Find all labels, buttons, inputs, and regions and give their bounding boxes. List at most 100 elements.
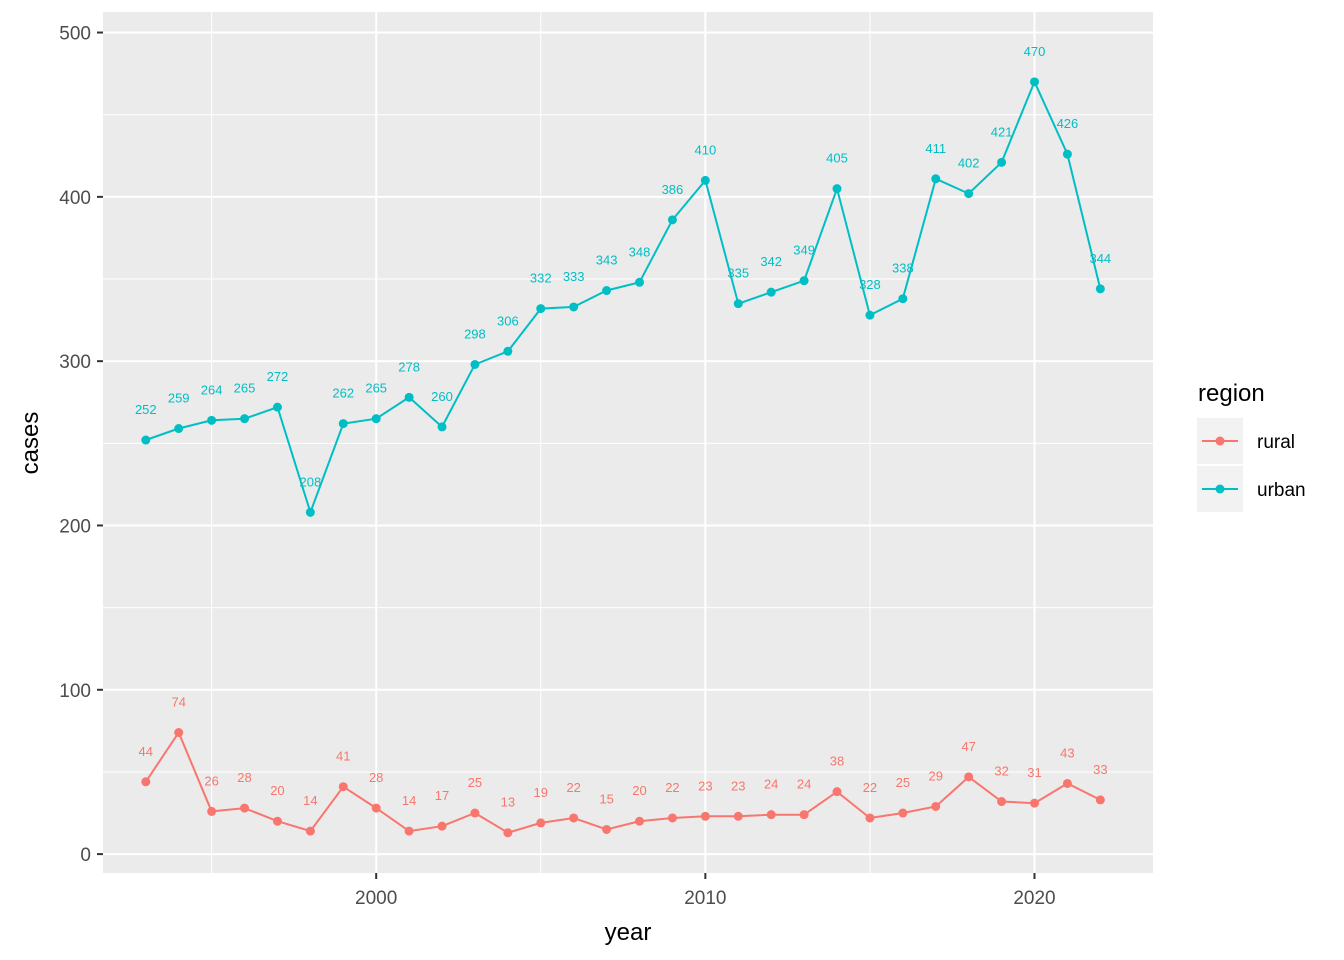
data-point-urban [1030, 77, 1040, 87]
data-label-urban: 470 [1024, 44, 1046, 59]
x-axis-title: year [605, 919, 652, 946]
data-point-urban [503, 346, 513, 356]
data-point-urban [371, 414, 381, 424]
data-point-urban [272, 402, 282, 412]
data-point-rural [569, 813, 579, 823]
data-label-rural: 20 [632, 783, 646, 798]
data-label-rural: 25 [468, 775, 482, 790]
data-label-rural: 28 [369, 770, 383, 785]
data-label-rural: 19 [534, 785, 548, 800]
data-point-urban [865, 310, 875, 320]
data-label-rural: 29 [929, 768, 943, 783]
data-label-urban: 386 [662, 182, 684, 197]
data-label-rural: 23 [731, 778, 745, 793]
data-label-rural: 47 [961, 739, 975, 754]
data-point-rural [667, 813, 677, 823]
data-label-rural: 26 [204, 773, 218, 788]
data-label-rural: 17 [435, 788, 449, 803]
data-point-rural [338, 782, 348, 792]
x-tick-label: 2000 [355, 888, 397, 909]
data-label-urban: 405 [826, 151, 848, 166]
y-tick-label: 200 [59, 516, 91, 537]
data-point-urban [338, 419, 348, 429]
data-label-urban: 264 [201, 382, 223, 397]
data-label-urban: 402 [958, 156, 980, 171]
data-point-rural [766, 810, 776, 820]
x-tick-label: 2020 [1013, 888, 1055, 909]
data-point-urban [437, 422, 447, 432]
data-label-urban: 426 [1057, 116, 1079, 131]
data-point-rural [964, 772, 974, 782]
data-point-urban [733, 299, 743, 309]
data-label-rural: 28 [237, 770, 251, 785]
legend-items: rural urban [1197, 418, 1306, 512]
data-label-urban: 333 [563, 269, 585, 284]
x-tick-label: 2010 [684, 888, 726, 909]
major-gridlines [103, 12, 1153, 873]
data-point-rural [1030, 798, 1040, 808]
data-label-rural: 24 [797, 777, 811, 792]
data-label-urban: 306 [497, 313, 519, 328]
data-label-urban: 338 [892, 261, 914, 276]
series-line-urban [145, 79, 1102, 516]
data-label-urban: 328 [859, 277, 881, 292]
data-label-rural: 23 [698, 778, 712, 793]
data-point-rural [404, 826, 414, 836]
data-label-urban: 260 [431, 389, 453, 404]
data-label-urban: 411 [925, 141, 946, 156]
data-label-rural: 13 [501, 795, 515, 810]
data-point-rural [240, 803, 250, 813]
data-label-urban: 421 [991, 124, 1013, 139]
data-label-urban: 298 [464, 326, 486, 341]
y-axis: 0 100 200 300 400 500 [59, 24, 103, 866]
data-label-urban: 348 [629, 244, 651, 259]
legend-label-rural: rural [1257, 432, 1295, 453]
data-point-rural [799, 810, 809, 820]
y-tick-label: 500 [59, 24, 91, 45]
data-point-urban [667, 215, 677, 225]
data-point-urban [470, 359, 480, 369]
x-axis: 2000 2010 2020 [355, 873, 1056, 909]
y-tick-label: 0 [80, 845, 91, 866]
data-label-urban: 252 [135, 402, 157, 417]
series-line-rural [144, 730, 1101, 834]
y-axis-title: cases [17, 412, 44, 475]
data-label-rural: 24 [764, 777, 778, 792]
y-tick-label: 400 [59, 188, 91, 209]
data-label-urban: 272 [267, 369, 289, 384]
legend-key-point-urban [1215, 484, 1225, 494]
data-label-rural: 25 [896, 775, 910, 790]
data-label-urban: 262 [332, 386, 354, 401]
data-label-urban: 349 [793, 243, 815, 258]
data-label-rural: 22 [863, 780, 877, 795]
data-label-rural: 41 [336, 749, 350, 764]
data-label-rural: 15 [599, 791, 613, 806]
data-point-rural [272, 816, 282, 826]
data-point-rural [602, 824, 612, 834]
data-point-rural [700, 811, 710, 821]
data-point-urban [832, 184, 842, 194]
data-label-rural: 74 [171, 695, 185, 710]
data-point-rural [470, 808, 480, 818]
data-point-urban [536, 304, 546, 314]
data-point-urban [1062, 149, 1072, 159]
data-point-urban [931, 174, 941, 184]
data-label-rural: 14 [402, 793, 416, 808]
data-point-urban [1095, 284, 1105, 294]
data-label-urban: 332 [530, 271, 552, 286]
data-point-rural [503, 828, 513, 838]
data-point-rural [207, 806, 217, 816]
data-point-rural [997, 797, 1007, 807]
data-point-urban [635, 277, 645, 287]
legend-key-point-rural [1215, 436, 1225, 446]
data-label-urban: 265 [234, 381, 256, 396]
data-label-rural: 44 [139, 744, 153, 759]
data-label-rural: 31 [1027, 765, 1041, 780]
y-tick-label: 100 [59, 681, 91, 702]
data-labels-layer: 44 74 26 28 20 14 41 28 14 17 25 13 19 22 15 20 22 23 23 24… [135, 44, 1111, 810]
legend-title: region [1198, 380, 1265, 407]
data-point-rural [536, 818, 546, 828]
data-point-urban [700, 175, 710, 185]
data-point-urban [602, 286, 612, 296]
